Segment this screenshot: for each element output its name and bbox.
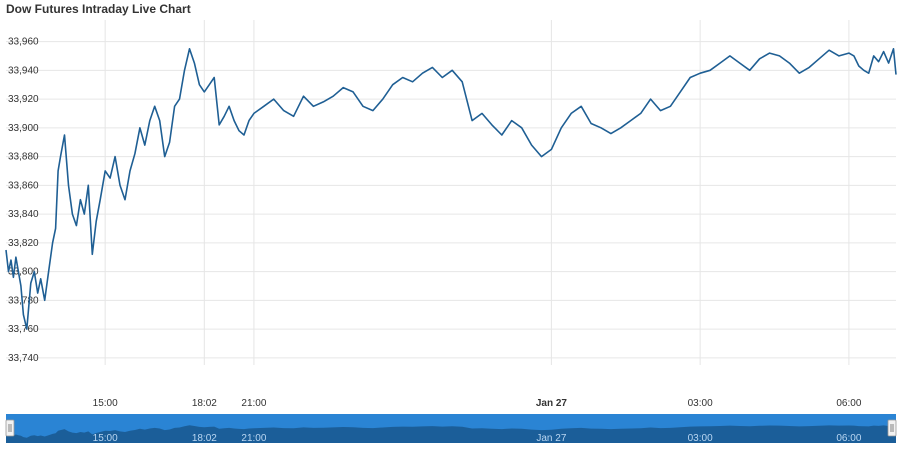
y-tick-label: 33,960 xyxy=(8,37,39,48)
x-tick-label: 03:00 xyxy=(688,398,713,409)
x-tick-label: 06:00 xyxy=(836,398,861,409)
x-tick-label: 18:02 xyxy=(192,398,217,409)
x-tick-label: Jan 27 xyxy=(536,398,568,409)
y-tick-label: 33,860 xyxy=(8,180,39,191)
y-tick-label: 33,880 xyxy=(8,152,39,163)
navigator-label: 15:00 xyxy=(93,433,118,444)
series-layer xyxy=(5,47,897,330)
navigator-right-handle[interactable] xyxy=(887,419,897,437)
y-tick-label: 33,900 xyxy=(8,123,39,134)
chart-title: Dow Futures Intraday Live Chart xyxy=(6,2,191,16)
navigator-label: 06:00 xyxy=(836,433,861,444)
y-tick-label: 33,840 xyxy=(8,209,39,220)
navigator-left-handle[interactable] xyxy=(5,419,15,437)
x-axis: 15:00 18:02 21:00 Jan 27 03:00 06:00 xyxy=(93,398,862,409)
y-tick-label: 33,920 xyxy=(8,94,39,105)
y-tick-label: 33,780 xyxy=(8,295,39,306)
y-tick-label: 33,820 xyxy=(8,238,39,249)
price-line xyxy=(5,47,897,330)
navigator-series xyxy=(6,425,896,443)
x-tick-label: 21:00 xyxy=(241,398,266,409)
navigator-label: Jan 27 xyxy=(536,433,566,444)
y-tick-label: 33,800 xyxy=(8,267,39,278)
navigator[interactable]: 15:00 18:02 21:00 Jan 27 03:00 06:00 xyxy=(5,414,897,444)
y-axis: 33,740 33,760 33,780 33,800 33,820 33,840 33,8… xyxy=(8,37,39,364)
y-tick-label: 33,740 xyxy=(8,353,39,364)
x-tick-label: 15:00 xyxy=(93,398,118,409)
y-tick-label: 33,760 xyxy=(8,324,39,335)
y-tick-label: 33,940 xyxy=(8,65,39,76)
navigator-label: 21:00 xyxy=(241,433,266,444)
grid-layer xyxy=(6,20,896,365)
navigator-label: 18:02 xyxy=(192,433,217,444)
navigator-label: 03:00 xyxy=(688,433,713,444)
